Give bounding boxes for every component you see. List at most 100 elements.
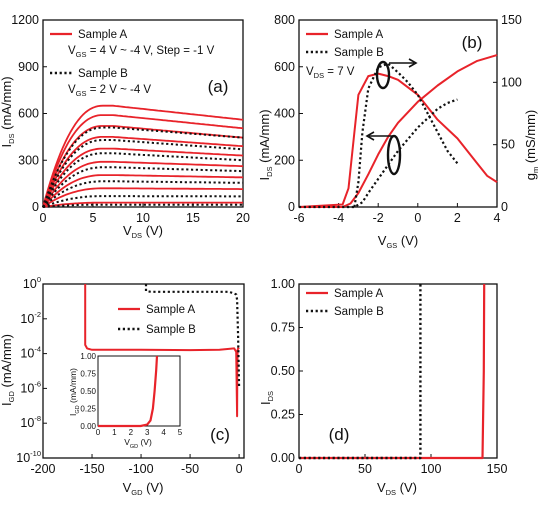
x-tick-label: -6 — [293, 211, 304, 225]
sample-b-curve — [42, 166, 244, 208]
x-tick-label: -200 — [30, 462, 55, 476]
arrow-left-head — [365, 131, 375, 141]
legend-label: Sample A — [334, 288, 384, 300]
sample-a-curve — [42, 104, 244, 208]
legend-label: Sample A — [146, 304, 196, 316]
x-tick-label: 20 — [236, 211, 250, 225]
x-axis-label: VGS (V) — [378, 233, 418, 250]
sample-a-curve — [42, 187, 243, 208]
inset-x-tick-label: 2 — [129, 428, 134, 437]
inset-x-tick-label: 4 — [161, 428, 166, 437]
legend-vgs-b: VGS = 2 V ~ -4 V — [68, 84, 151, 98]
legend-label: Sample B — [334, 47, 384, 59]
panel-d: 0 50 100 150 0.00 0.25 0.50 0.75 1.00 Sample A Sam… — [258, 277, 507, 497]
x-tick-label: 100 — [421, 462, 442, 476]
y-tick-label: 0 — [288, 200, 295, 214]
y-tick-label: 600 — [18, 107, 39, 121]
y-tick-label: 600 — [274, 60, 295, 74]
y-tick-label: 0.50 — [271, 364, 295, 378]
inset-y-axis-label: IGD (mA/mm) — [68, 368, 81, 416]
sample-a-curve — [42, 201, 243, 208]
x-axis-label: VDS (V) — [377, 480, 417, 497]
y-tick-label: 300 — [18, 153, 39, 167]
x-tick-label: -50 — [181, 462, 199, 476]
inset-x-tick-label: 1 — [112, 428, 117, 437]
panel-c: -200 -150 -100 -50 0 100 10-2 10-4 10-6 10-8 10-10… — [0, 275, 245, 497]
y-tick-label: 1200 — [11, 13, 39, 27]
y-tick-label: 10-4 — [20, 345, 41, 361]
legend-vgs-a: VGS = 4 V ~ -4 V, Step = -1 V — [68, 45, 215, 59]
y2-axis-label: gm (mS/mm) — [523, 110, 540, 181]
sample-a-curve — [42, 174, 244, 208]
x-tick-label: 50 — [358, 462, 372, 476]
sample-b-curve — [42, 152, 244, 208]
y-tick-label: 900 — [18, 60, 39, 74]
sample-a-curve — [42, 160, 244, 208]
x-tick-label: -150 — [80, 462, 105, 476]
panel-label: (c) — [210, 425, 230, 444]
inset-x-tick-label: 5 — [178, 428, 183, 437]
plot-frame — [42, 283, 245, 459]
sample-b-curve — [42, 139, 244, 208]
x-axis-label: VGD (V) — [123, 480, 164, 497]
inset-x-axis-label: VGD (V) — [124, 437, 152, 450]
inset-sample-a-line — [98, 355, 159, 428]
y-tick-label: 10-2 — [20, 310, 41, 326]
y-axis-label: IDS (mA/mm) — [257, 109, 274, 180]
x-tick-label: 0 — [414, 211, 421, 225]
x-tick-label: 4 — [494, 211, 501, 225]
y-tick-label: 10-8 — [20, 414, 41, 430]
panel-label: (b) — [462, 33, 483, 52]
y-tick-label: 100 — [23, 275, 41, 291]
x-tick-label: 10 — [136, 211, 150, 225]
x-tick-label: 150 — [487, 462, 508, 476]
y-tick-label: 10-6 — [20, 379, 41, 395]
y2-tick-label: 100 — [501, 75, 522, 89]
inset-y-tick-label: 0.25 — [80, 405, 96, 414]
sample-b-curve — [42, 126, 244, 208]
sample-a-line — [299, 54, 498, 208]
x-tick-label: 2 — [454, 211, 461, 225]
arrow-right-head — [408, 58, 418, 68]
y2-tick-label: 0 — [501, 200, 508, 214]
y-tick-label: 1.00 — [271, 277, 295, 291]
x-tick-label: -2 — [373, 211, 384, 225]
sample-a-line — [84, 284, 240, 418]
legend-label: Sample B — [334, 306, 384, 318]
panel-a: 0 5 10 15 20 0 300 600 900 1200 Sample A VGS = 4 V … — [0, 13, 250, 240]
sample-a-curve — [42, 114, 244, 208]
x-tick-label: 0 — [40, 211, 47, 225]
panel-label: (d) — [329, 425, 350, 444]
sample-b-line — [299, 284, 422, 460]
ellipse-marker — [375, 60, 391, 90]
vds-annotation: VDS = 7 V — [306, 66, 355, 80]
sample-a-curve — [42, 147, 244, 208]
y2-tick-label: 50 — [501, 138, 515, 152]
x-tick-label: -4 — [333, 211, 344, 225]
legend-label: Sample A — [78, 29, 128, 41]
inset-y-tick-label: 0.75 — [80, 370, 96, 379]
x-tick-label: 0 — [236, 462, 243, 476]
sample-a-curve — [42, 136, 244, 208]
y-tick-label: 0 — [32, 200, 39, 214]
sample-b-curve — [42, 180, 243, 208]
legend-label: Sample B — [146, 324, 196, 336]
x-tick-label: 15 — [186, 211, 200, 225]
inset-frame — [97, 355, 181, 427]
inset-chart: 0 1 2 3 4 5 0.00 0.25 0.50 0.75 1.00 VGD (V) IGD (mA… — [68, 352, 183, 450]
y-tick-label: 800 — [274, 13, 295, 27]
y-axis-label: IGD (mA/mm) — [0, 334, 16, 406]
inset-x-tick-label: 3 — [145, 428, 150, 437]
y-tick-label: 0.00 — [271, 451, 295, 465]
legend-label: Sample A — [334, 29, 384, 41]
sample-b-curve — [42, 195, 243, 208]
inset-x-tick-label: 0 — [96, 428, 101, 437]
x-tick-label: 5 — [90, 211, 97, 225]
inset-y-tick-label: 0.00 — [80, 422, 96, 431]
panel-label: (a) — [208, 77, 229, 96]
y-tick-label: 200 — [274, 153, 295, 167]
x-tick-label: 0 — [296, 462, 303, 476]
x-axis-label: VDS (V) — [123, 223, 163, 240]
inset-y-tick-label: 0.50 — [80, 387, 96, 396]
